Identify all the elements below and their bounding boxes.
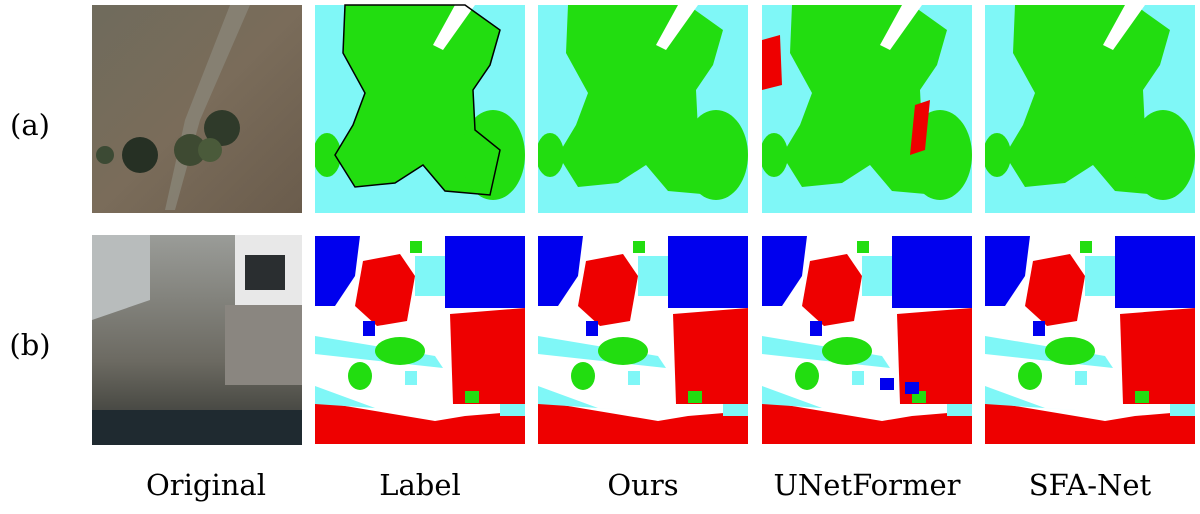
ours-image: [538, 5, 748, 213]
column-label: Label: [379, 468, 461, 502]
sfa-net-image: [985, 236, 1195, 444]
label-image: [315, 4, 525, 213]
unetformer-image: [762, 236, 972, 444]
unetformer-image: [762, 5, 972, 213]
column-label: Original: [146, 468, 266, 502]
column-label: SFA-Net: [1029, 468, 1152, 502]
sfa-net-image: [985, 5, 1195, 213]
original-image: [92, 5, 302, 213]
column-label: Ours: [607, 468, 678, 502]
column-label: UNetFormer: [773, 468, 960, 502]
ours-image: [538, 236, 748, 444]
row-label: (b): [9, 328, 50, 362]
row-label: (a): [10, 108, 50, 142]
label-image: [315, 236, 525, 444]
original-image: [92, 235, 302, 445]
